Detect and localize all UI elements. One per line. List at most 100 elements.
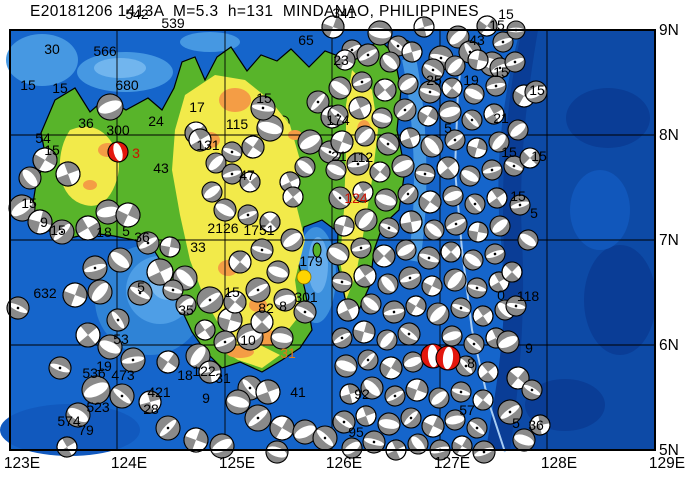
beachball	[188, 128, 212, 152]
y-axis-label: 7N	[659, 232, 679, 249]
beachball	[421, 58, 445, 82]
depth-label: 421	[147, 384, 171, 400]
beachball	[438, 100, 462, 124]
beachball	[461, 109, 483, 131]
depth-label: 122	[192, 363, 216, 379]
shallow-shelf	[94, 58, 146, 78]
beachball	[374, 188, 398, 212]
x-axis-label: 127E	[434, 455, 470, 472]
beachball	[414, 163, 436, 185]
beachball	[27, 209, 53, 235]
beachball	[62, 282, 88, 308]
beachball	[384, 385, 406, 407]
beachball	[352, 181, 374, 203]
beachball	[237, 204, 259, 226]
depth-label: 92	[354, 386, 370, 402]
beachball	[486, 187, 508, 209]
beachball	[418, 80, 442, 104]
beachball	[399, 127, 421, 149]
beachball	[107, 247, 133, 273]
beachball	[270, 326, 294, 350]
beachball	[217, 307, 243, 333]
beachball	[328, 186, 352, 210]
depth-label: 680	[115, 77, 139, 93]
beachball	[496, 330, 520, 354]
beachball	[244, 404, 272, 432]
beachball	[306, 90, 330, 114]
beachball	[228, 250, 252, 274]
beachball	[334, 49, 356, 71]
beachball	[269, 415, 295, 441]
samal-island	[312, 242, 322, 258]
beachball	[385, 439, 407, 461]
beachball	[183, 427, 209, 453]
depth-label: 18	[177, 367, 193, 383]
depth-label: 542	[125, 6, 149, 22]
beachball	[245, 277, 271, 303]
beachball	[239, 171, 261, 193]
depth-label: 15	[529, 82, 545, 98]
beachball	[436, 156, 460, 180]
beachball	[213, 330, 237, 354]
depth-label: 18	[96, 224, 112, 240]
grid-layer	[10, 30, 655, 450]
beachball	[524, 80, 548, 104]
beachball	[48, 356, 72, 380]
x-axis-label: 125E	[219, 455, 255, 472]
axis-label-layer: 123E 124E 125E 126E 127E 128E 129E 9N 8N 7N 6N 5N	[4, 22, 685, 472]
depth-label: 8	[467, 355, 475, 371]
beachball	[259, 211, 281, 233]
depth-label: 5	[122, 223, 130, 239]
depth-label: 15	[224, 284, 240, 300]
beachball	[357, 349, 379, 371]
beachball	[159, 236, 181, 258]
beachball	[444, 129, 466, 151]
beachball	[346, 152, 370, 176]
beachball	[109, 383, 135, 409]
beachball	[353, 264, 377, 288]
yellow-event-marker	[296, 269, 312, 285]
beachball	[467, 221, 489, 243]
beachball	[18, 166, 42, 190]
x-axis-label: 123E	[4, 455, 40, 472]
beachball	[455, 355, 477, 377]
celebes-sea-shade	[0, 404, 140, 456]
beachball	[146, 258, 174, 286]
beachball	[325, 159, 347, 181]
beachball	[463, 83, 485, 105]
beachball	[504, 51, 526, 73]
beachball	[477, 361, 499, 383]
beachball	[333, 215, 355, 237]
beachball	[334, 354, 358, 378]
depth-label: 24	[148, 113, 164, 129]
beachball	[443, 268, 467, 292]
mainshock-red-beachball	[107, 141, 129, 163]
beachball	[426, 302, 450, 326]
beachball	[354, 125, 376, 147]
beachball	[450, 297, 472, 319]
beachball	[397, 73, 419, 95]
beachball	[194, 319, 216, 341]
depth-label: 115	[226, 116, 249, 132]
depth-label: 36	[528, 417, 544, 433]
depth-label: 15	[498, 6, 514, 22]
depth-label: 9	[40, 214, 48, 230]
depth-label: 54	[35, 130, 51, 146]
depth-label: 15	[44, 142, 60, 158]
y-axis-label: 6N	[659, 337, 679, 354]
beachball	[273, 288, 297, 312]
depth-label: 301	[294, 289, 318, 305]
beachball	[354, 208, 378, 232]
beachball	[484, 243, 506, 265]
beachball	[331, 271, 353, 293]
beachball	[503, 155, 525, 177]
beachball	[138, 390, 162, 414]
beachball	[519, 147, 541, 169]
beachball	[401, 41, 423, 63]
beachball	[341, 437, 363, 459]
beachball	[462, 249, 484, 271]
depth-label: 15	[52, 80, 68, 96]
depth-label: 95	[348, 424, 364, 440]
depth-label: 47	[239, 167, 255, 183]
